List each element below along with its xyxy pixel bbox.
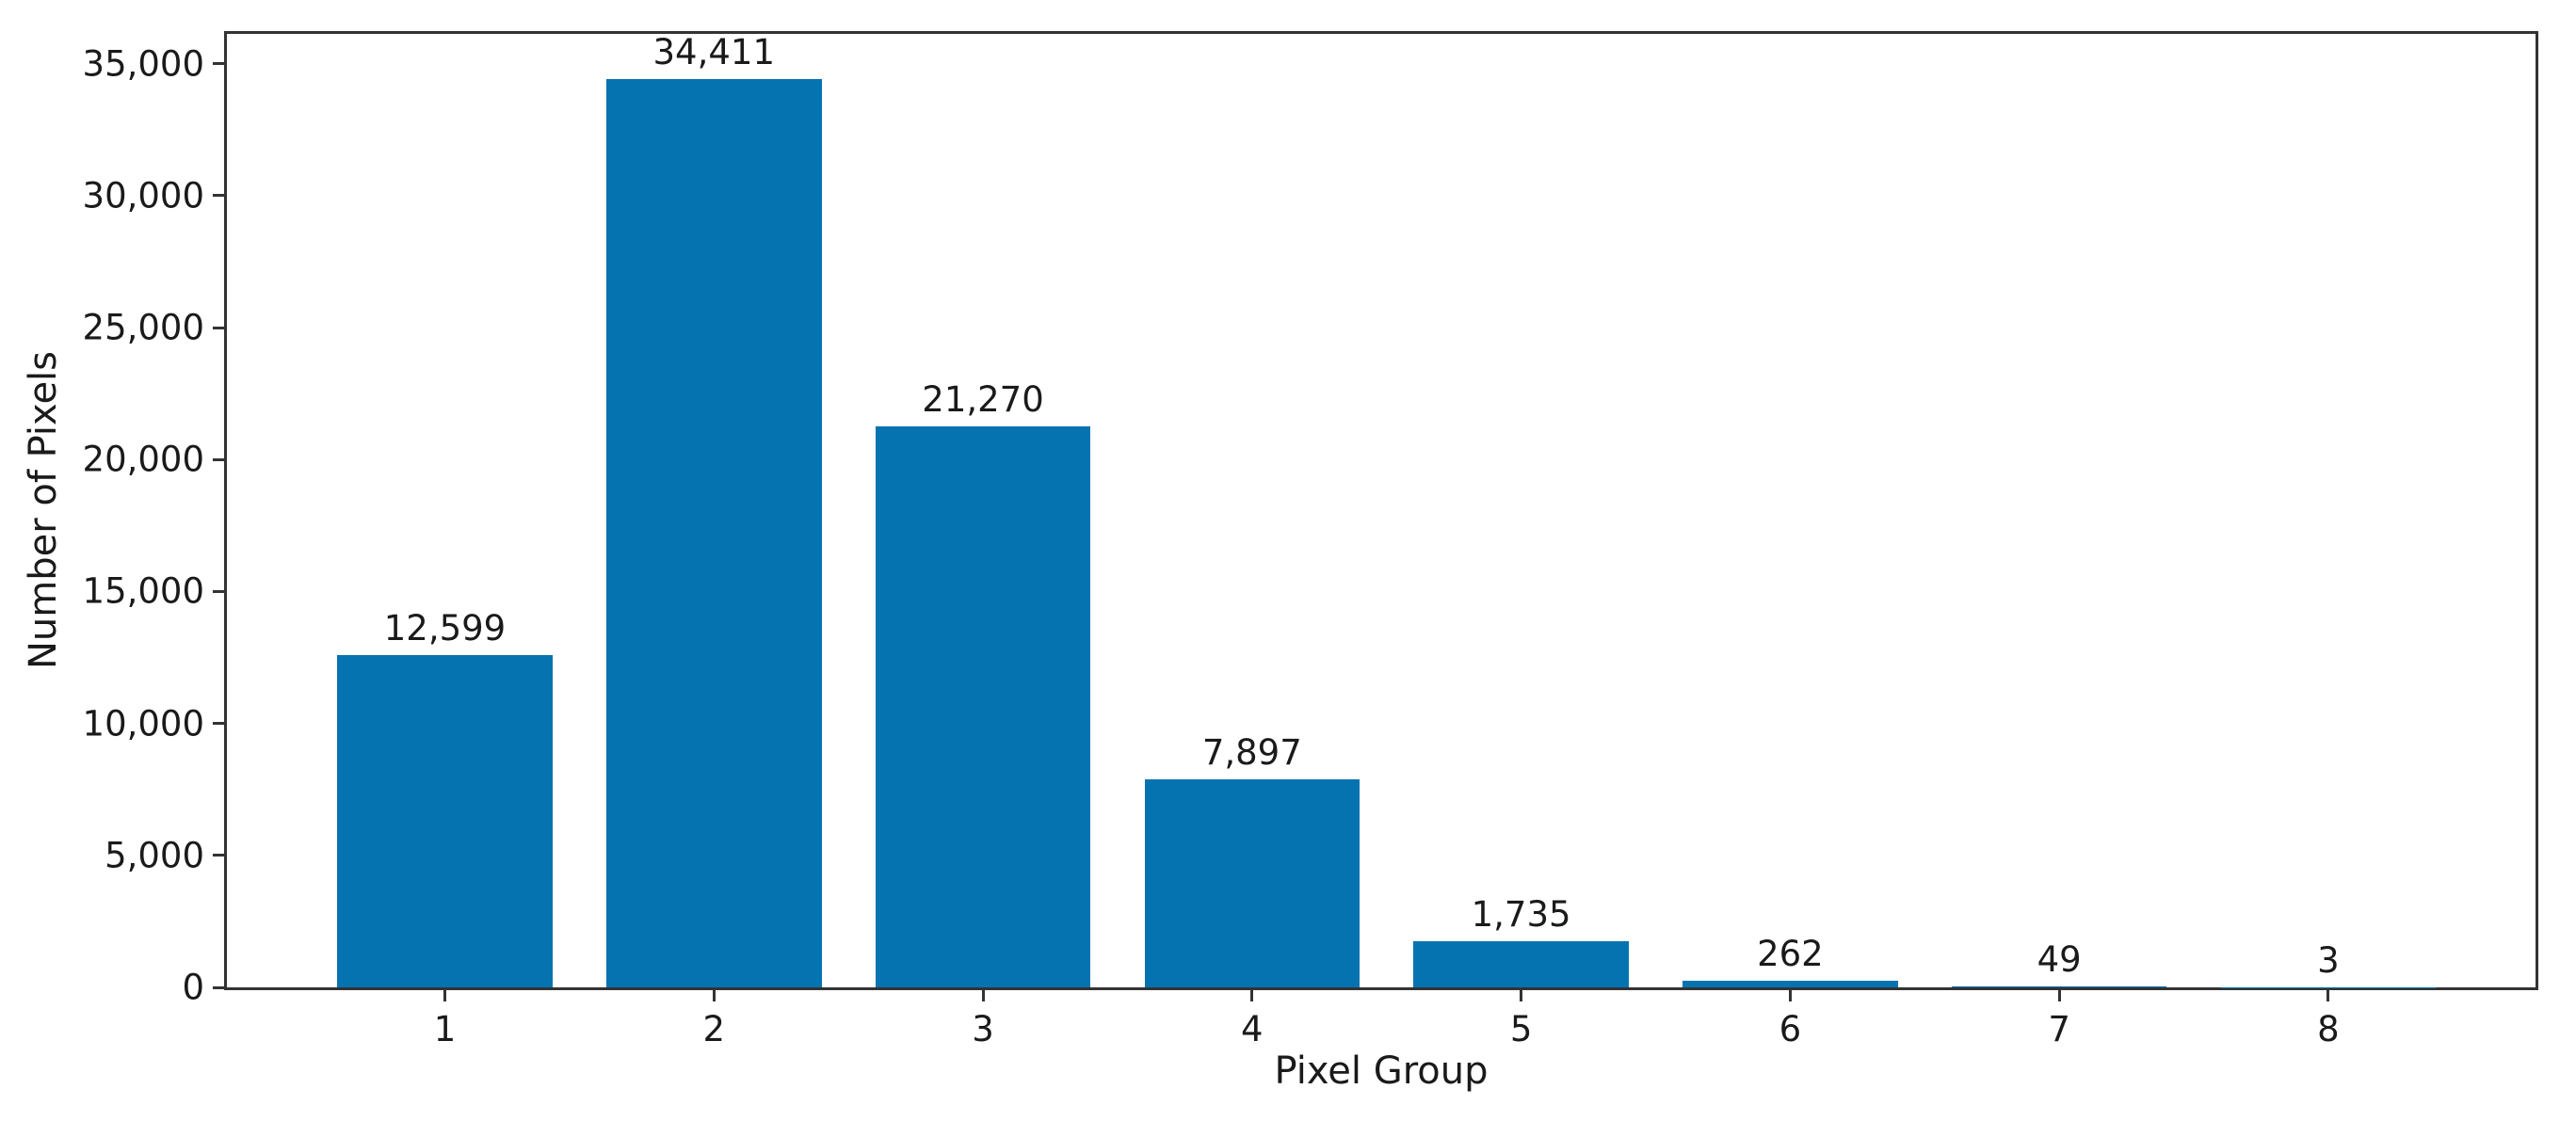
bar-value-label: 1,735 bbox=[1471, 894, 1571, 936]
bar-value-label: 3 bbox=[2317, 939, 2340, 981]
x-tick bbox=[981, 990, 985, 1001]
bar-value-label: 7,897 bbox=[1201, 731, 1302, 773]
plot-area: 0 5,000 10,000 15,000 20,000 25,000 30,000 35,0… bbox=[83, 31, 2538, 1047]
bar bbox=[605, 79, 822, 987]
x-tick bbox=[712, 990, 716, 1001]
y-tick-label: 0 bbox=[182, 967, 204, 1008]
x-tick bbox=[2057, 990, 2061, 1001]
x-tick-label: 1 bbox=[433, 1009, 457, 1049]
y-tick bbox=[213, 985, 224, 989]
bar bbox=[1144, 778, 1360, 987]
bar bbox=[875, 425, 1091, 987]
x-tick bbox=[1520, 990, 1523, 1001]
bar-value-label: 262 bbox=[1757, 933, 1824, 974]
bar-value-label: 12,599 bbox=[383, 607, 507, 649]
y-tick bbox=[213, 854, 224, 857]
y-tick bbox=[213, 62, 224, 66]
bar-value-label: 21,270 bbox=[922, 378, 1044, 420]
y-tick-label: 20,000 bbox=[82, 439, 204, 480]
bar-value-label: 34,411 bbox=[652, 32, 775, 73]
bar bbox=[337, 654, 553, 987]
y-tick-label: 25,000 bbox=[82, 307, 204, 348]
y-axis-title: Number of Pixels bbox=[22, 350, 65, 670]
x-tick bbox=[443, 990, 446, 1001]
y-tick-label: 30,000 bbox=[82, 175, 204, 216]
y-tick bbox=[213, 722, 224, 726]
x-tick-label: 8 bbox=[2317, 1009, 2340, 1049]
x-tick bbox=[1788, 990, 1792, 1001]
bar bbox=[1413, 941, 1629, 987]
x-tick-label: 7 bbox=[2048, 1009, 2070, 1049]
bar-value-label: 49 bbox=[2037, 938, 2082, 980]
y-tick bbox=[213, 457, 224, 461]
y-tick-label: 15,000 bbox=[82, 570, 204, 612]
x-tick bbox=[2326, 990, 2330, 1001]
y-tick-label: 10,000 bbox=[82, 703, 204, 745]
x-tick-label: 4 bbox=[1241, 1009, 1264, 1049]
bar bbox=[1951, 985, 2167, 987]
y-tick bbox=[213, 326, 224, 329]
bar bbox=[1682, 980, 1898, 987]
x-tick-label: 3 bbox=[972, 1009, 994, 1049]
y-tick-label: 35,000 bbox=[82, 43, 204, 85]
y-tick bbox=[213, 589, 224, 593]
x-tick bbox=[1250, 990, 1254, 1001]
x-tick-label: 2 bbox=[702, 1009, 726, 1049]
y-tick-label: 5,000 bbox=[105, 835, 204, 876]
x-axis-title: Pixel Group bbox=[1274, 1049, 1489, 1093]
x-tick-label: 6 bbox=[1779, 1009, 1802, 1049]
x-tick-label: 5 bbox=[1509, 1009, 1533, 1049]
y-tick bbox=[213, 194, 224, 198]
